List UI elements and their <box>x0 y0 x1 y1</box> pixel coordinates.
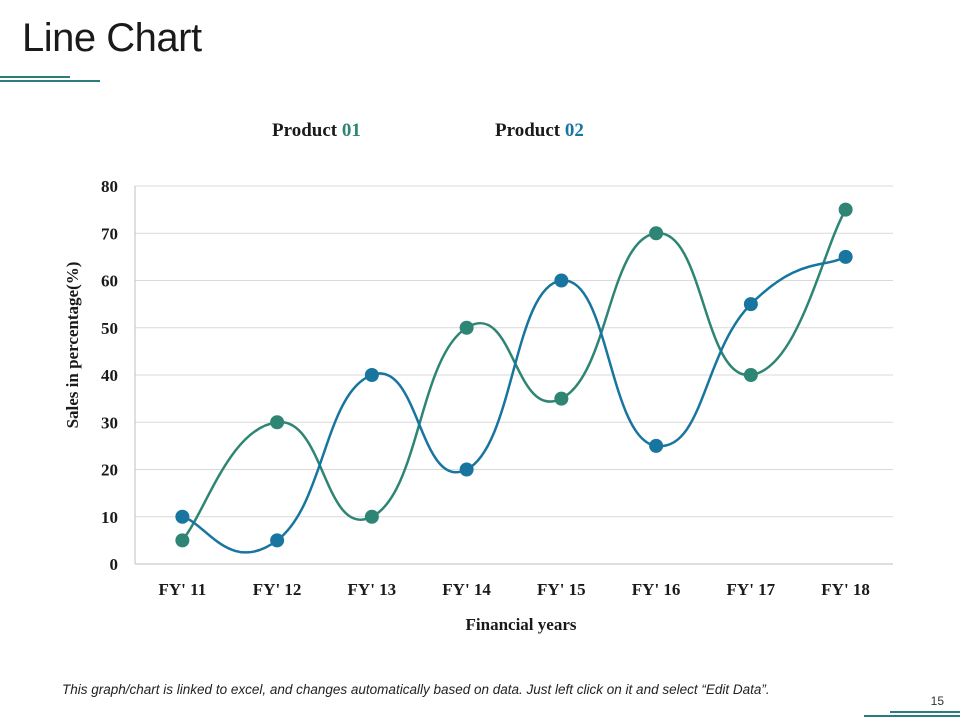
data-point-product-02 <box>649 438 664 453</box>
y-tick-label: 80 <box>101 177 118 196</box>
title-underline-secondary <box>0 80 100 82</box>
data-point-product-02 <box>838 249 853 264</box>
data-point-product-01 <box>649 226 664 241</box>
footnote: This graph/chart is linked to excel, and… <box>62 682 770 697</box>
data-point-product-01 <box>838 202 853 217</box>
x-tick-label: FY' 14 <box>442 580 491 599</box>
page-number: 15 <box>930 694 944 708</box>
y-tick-label: 20 <box>101 461 118 480</box>
data-point-product-01 <box>175 533 190 548</box>
x-axis-title: Financial years <box>466 615 577 634</box>
data-point-product-01 <box>743 368 758 382</box>
data-point-product-02 <box>554 273 569 288</box>
legend-label-number: 01 <box>341 120 361 141</box>
data-point-product-01 <box>459 320 474 335</box>
legend-label-number: 02 <box>564 120 584 141</box>
legend-label-word: Product <box>495 120 561 141</box>
y-axis-title: Sales in percentage(%) <box>63 262 82 429</box>
legend-item-product-02[interactable]: Product 02 <box>495 120 584 142</box>
title-underline <box>0 76 70 78</box>
data-point-product-02 <box>270 533 285 548</box>
footer-rule-secondary <box>864 715 960 717</box>
chart-legend: Product 01 Product 02 <box>0 120 960 148</box>
y-tick-label: 10 <box>101 508 118 527</box>
x-tick-label: FY' 17 <box>727 580 776 599</box>
y-tick-label: 0 <box>110 555 119 574</box>
series-line-product-02 <box>181 255 847 554</box>
slide-title: Line Chart <box>22 16 202 60</box>
data-point-product-02 <box>364 368 379 382</box>
data-point-product-01 <box>364 509 379 524</box>
series-line-product-01 <box>181 209 847 542</box>
y-tick-label: 50 <box>101 319 118 338</box>
legend-item-product-01[interactable]: Product 01 <box>272 120 361 142</box>
x-tick-label: FY' 11 <box>159 580 207 599</box>
data-point-product-02 <box>175 509 190 524</box>
y-tick-label: 70 <box>101 224 118 243</box>
data-point-product-01 <box>554 391 569 406</box>
x-tick-label: FY' 12 <box>253 580 302 599</box>
x-tick-label: FY' 18 <box>821 580 870 599</box>
data-point-product-02 <box>459 462 474 477</box>
y-tick-label: 60 <box>101 272 118 291</box>
x-tick-label: FY' 16 <box>632 580 681 599</box>
data-point-product-02 <box>743 297 758 312</box>
y-tick-label: 40 <box>101 366 118 385</box>
x-tick-label: FY' 13 <box>348 580 397 599</box>
legend-label-word: Product <box>272 120 338 141</box>
footer-rule <box>890 711 960 713</box>
x-tick-label: FY' 15 <box>537 580 586 599</box>
y-tick-label: 30 <box>101 413 118 432</box>
data-point-product-01 <box>270 415 285 430</box>
